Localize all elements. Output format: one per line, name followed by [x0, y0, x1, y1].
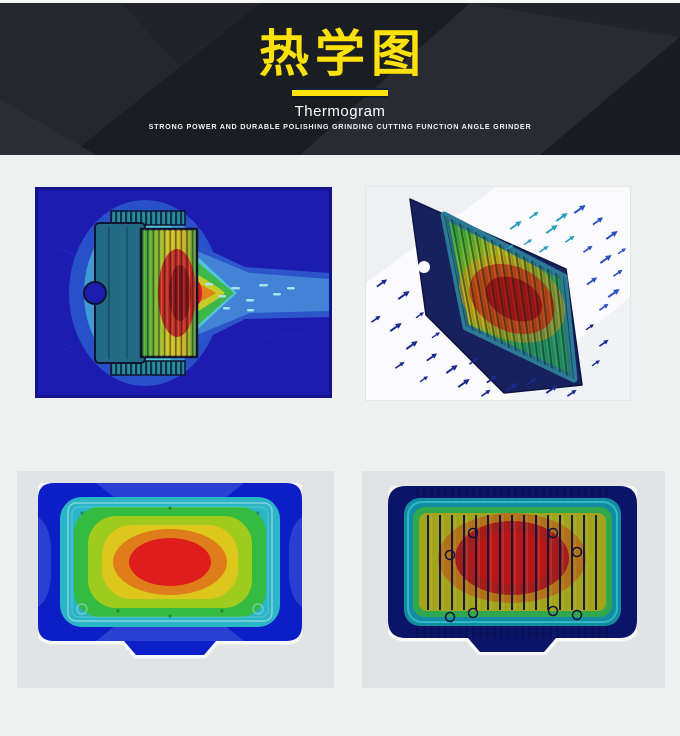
thermal-contour-base-image: [38, 483, 302, 665]
sim-3d-vectors-graphic: [366, 187, 630, 400]
contour-finned-graphic: [388, 486, 637, 655]
thermal-sim-3d-vectors-image: [366, 187, 630, 400]
thermal-contour-base-card: [17, 471, 334, 688]
title-underline: [292, 90, 388, 96]
page-title: 热学图: [259, 26, 427, 82]
page-subtitle: Thermogram: [294, 103, 386, 120]
page-tagline: STRONG POWER AND DURABLE POLISHING GRIND…: [148, 123, 532, 131]
thermal-contour-finned-image: [388, 486, 637, 660]
thermal-sim-flow-top-view-image: [35, 187, 332, 398]
page-top-strip: [0, 0, 680, 3]
contour-base-graphic: [38, 483, 302, 660]
flow-top-view-graphic: [35, 187, 332, 398]
header-facets-graphic: [0, 3, 680, 155]
thermal-contour-finned-card: [362, 471, 665, 688]
header-banner: 热学图 Thermogram STRONG POWER AND DURABLE …: [0, 3, 680, 155]
